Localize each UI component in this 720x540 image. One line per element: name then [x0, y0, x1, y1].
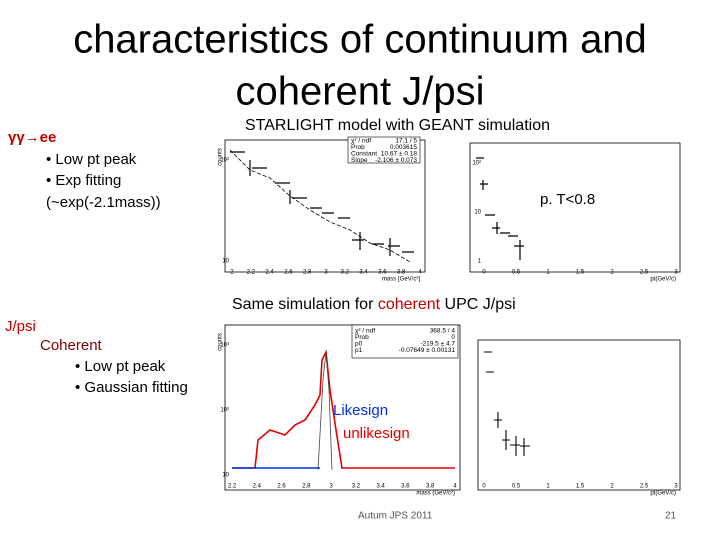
x-tick-label: 1: [546, 484, 550, 490]
y-tick-label: 10: [222, 473, 229, 479]
stats-value: -219.5 ± 4.7: [420, 341, 455, 348]
x-tick-label: 3.2: [341, 270, 350, 276]
caption: STARLIGHT model with GEANT simulation: [245, 117, 550, 134]
stats-value: -2.106 ± 0.073: [375, 157, 417, 164]
x-tick-label: 2: [230, 270, 234, 276]
x-axis-label: pt(GeV/c): [650, 491, 676, 497]
plot-frame: [469, 142, 681, 273]
stats-name: p0: [355, 341, 363, 348]
histogram: [230, 151, 414, 256]
x-tick-label: 2.5: [640, 484, 649, 490]
footer-event: Autum JPS 2011: [358, 511, 433, 522]
x-tick-label: 3.4: [376, 484, 385, 490]
stats-name: χ² / ndf: [355, 328, 375, 335]
title-line: characteristics of continuum and: [73, 18, 647, 62]
bullet: • Gaussian fitting: [75, 379, 188, 396]
x-axis-label: mass [GeV/c²]: [382, 277, 420, 283]
x-tick-label: 3: [674, 270, 678, 276]
bullet: • Low pt peak: [75, 358, 166, 375]
x-tick-label: 1.5: [576, 484, 585, 490]
x-tick-label: 3.6: [378, 270, 387, 276]
heading: γγ→ee: [8, 129, 56, 146]
y-axis-label: counts: [218, 333, 224, 351]
x-tick-label: 2.6: [277, 484, 286, 490]
y-tick-label: 10²: [220, 408, 229, 414]
x-tick-label: 0: [482, 270, 486, 276]
x-tick-label: 2: [610, 484, 614, 490]
x-tick-label: 2.2: [228, 484, 237, 490]
stats-value: 0: [451, 334, 455, 341]
caption-part: coherent: [378, 296, 441, 313]
x-tick-label: 4: [453, 484, 457, 490]
x-tick-label: 3.8: [397, 270, 406, 276]
x-tick-label: 4: [418, 270, 422, 276]
stats-box: [347, 136, 421, 164]
fit-line: [229, 149, 411, 263]
x-tick-label: 0: [482, 484, 486, 490]
x-tick-label: 2.4: [265, 270, 274, 276]
y-tick-label: 10: [222, 259, 229, 265]
stats-value: 10.67 ± 0.18: [381, 151, 417, 158]
stats-value: 0.003615: [390, 144, 417, 151]
x-tick-label: 2.6: [284, 270, 293, 276]
x-tick-label: 3.2: [352, 484, 361, 490]
legend-entry: Likesign: [333, 402, 388, 419]
x-axis-label: pt(GeV/c): [650, 277, 676, 283]
page-number: 21: [665, 511, 677, 522]
heading: J/psi: [5, 318, 36, 335]
x-tick-label: 3: [674, 484, 678, 490]
stats-name: χ² / ndf: [351, 138, 371, 145]
x-tick-label: 3.6: [401, 484, 410, 490]
x-tick-label: 2.8: [303, 270, 312, 276]
y-tick-label: 1: [478, 259, 482, 265]
x-tick-label: 0.5: [512, 484, 521, 490]
stats-value: -0.07649 ± 0.00131: [399, 347, 456, 354]
unlikesign-histogram: [232, 349, 455, 469]
x-tick-label: 2: [610, 270, 614, 276]
plot-frame: [477, 339, 681, 491]
x-tick-label: 3.8: [426, 484, 435, 490]
x-tick-label: 2.5: [640, 270, 649, 276]
stats-value: 368.5 / 4: [430, 328, 456, 335]
x-tick-label: 2.8: [302, 484, 311, 490]
histogram: [484, 351, 530, 456]
y-tick-label: 10²: [472, 161, 481, 167]
y-axis-label: counts: [218, 148, 224, 166]
stats-name: Prob: [355, 334, 369, 341]
x-tick-label: 2.4: [253, 484, 262, 490]
stats-value: 17.1 / 5: [395, 138, 417, 145]
bullet: • Exp fitting: [46, 172, 121, 189]
x-tick-label: 1: [546, 270, 550, 276]
x-tick-label: 3: [324, 270, 328, 276]
bullet: • Low pt peak: [46, 151, 137, 168]
subheading: Coherent: [40, 337, 103, 354]
legend-entry: unlikesign: [343, 425, 410, 442]
x-tick-label: 0.5: [512, 270, 521, 276]
x-tick-label: 3.4: [359, 270, 368, 276]
fit-line: [317, 351, 333, 471]
y-tick-label: 10³: [220, 343, 229, 349]
stats-box: [351, 324, 459, 359]
title-line: coherent J/psi: [235, 70, 484, 114]
cut-label: p. T<0.8: [540, 191, 595, 208]
caption: Same simulation for coherent UPC J/psi: [232, 296, 516, 313]
caption-part: Same simulation for: [232, 296, 378, 313]
x-tick-label: 2.2: [247, 270, 256, 276]
caption-part: UPC J/psi: [440, 296, 516, 313]
stats-name: Prob: [351, 144, 365, 151]
x-axis-label: mass (GeV/c²): [416, 491, 455, 497]
y-tick-label: 10: [474, 210, 481, 216]
stats-name: p1: [355, 347, 363, 354]
bullet: (~exp(-2.1mass)): [46, 194, 161, 211]
stats-name: Constant: [351, 151, 377, 158]
x-tick-label: 3: [329, 484, 333, 490]
histogram: [476, 157, 524, 260]
x-tick-label: 1.5: [576, 270, 585, 276]
stats-name: Slope: [351, 157, 368, 164]
y-tick-label: 10²: [220, 158, 229, 164]
